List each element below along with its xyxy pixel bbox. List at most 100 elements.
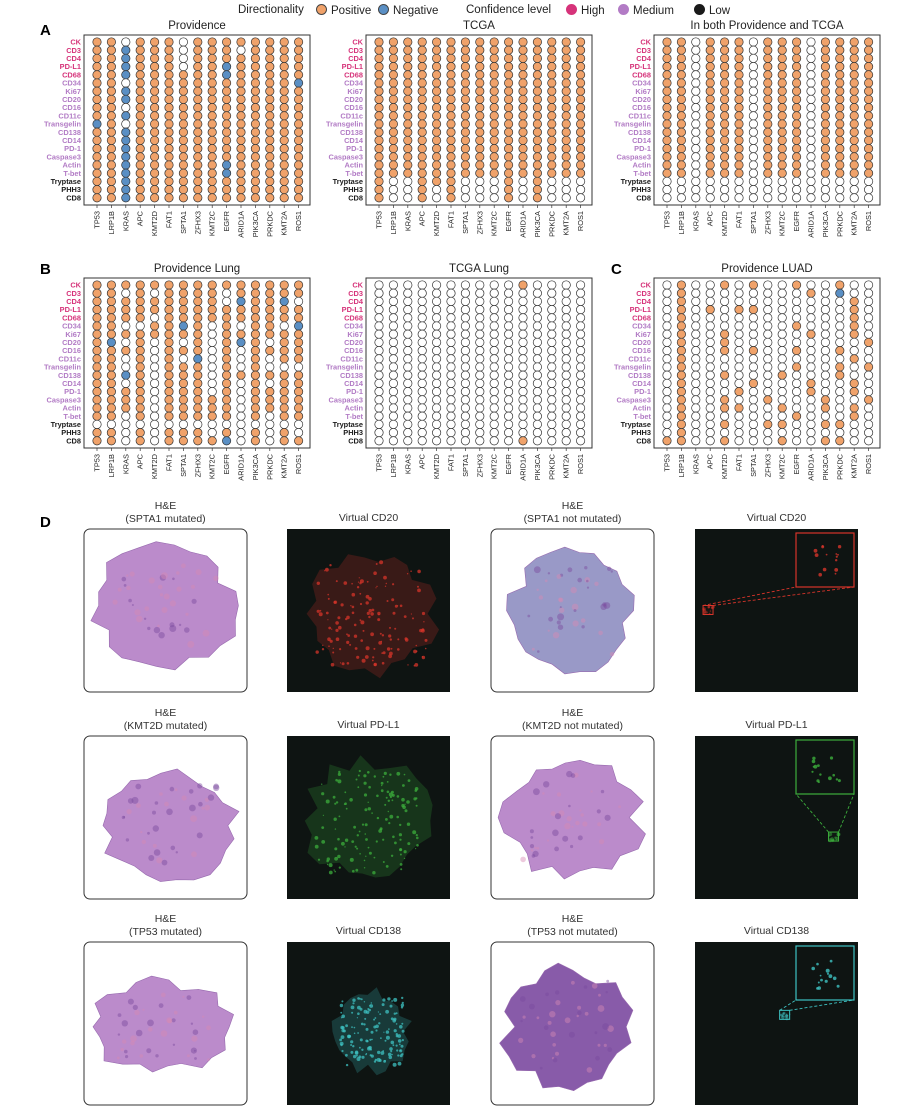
inset-speck [832,773,835,777]
dot-cell [460,152,470,162]
stain-speck [389,795,392,799]
tissue-texture [161,859,168,866]
stain-speck [421,611,426,616]
dot-cell [460,94,470,104]
stain-speck [318,612,323,617]
dot-cell [820,378,830,388]
marker-label: T-bet [63,412,81,421]
dot-cell [403,152,413,162]
dot-cell [121,354,131,364]
tissue-texture [207,1058,210,1062]
dot-cell [720,419,730,429]
stain-speck [401,1022,404,1025]
stain-speck [362,629,365,632]
dot-cell [748,321,758,331]
dot-cell [864,436,874,446]
dot-cell [460,346,470,356]
dot-cell [279,354,289,364]
dot-cell [446,387,456,397]
dot-cell [835,387,845,397]
dot-cell [748,403,758,413]
dot-cell [460,45,470,55]
dot-cell [403,436,413,446]
tissue-texture [172,577,175,581]
dot-cell [864,62,874,72]
gene-label: PIK3CA [533,454,542,480]
dot-cell [489,70,499,80]
dot-cell [576,296,586,306]
dot-cell [676,160,686,170]
marker-label: CD34 [344,322,364,331]
stain-speck [339,1041,344,1046]
dot-cell [164,411,174,421]
dot-cell [460,403,470,413]
dot-cell [207,362,217,372]
dot-cell [777,144,787,154]
dot-cell [576,378,586,388]
stain-speck [366,580,369,583]
dot-cell [150,152,160,162]
marker-label: CK [70,281,81,290]
dot-cell [489,62,499,72]
dot-cell [561,370,571,380]
marker-label: CK [352,38,363,47]
dot-cell [806,395,816,405]
dot-cell [460,305,470,315]
stain-speck [397,1039,402,1043]
heatmap-title: In both Providence and TCGA [690,20,844,32]
dot-cell [748,296,758,306]
dot-cell [250,37,260,47]
tissue-texture [580,618,586,623]
dot-cell [236,403,246,413]
stain-speck [347,1034,351,1039]
dot-cell [222,135,232,145]
stain-speck [346,633,348,636]
dot-cell [691,86,701,96]
dot-cell [135,176,145,186]
dot-cell [748,305,758,315]
stain-speck [321,648,325,651]
dot-cell [446,160,456,170]
dot-cell [150,403,160,413]
dot-cell [265,185,275,195]
dot-cell [164,419,174,429]
dot-cell [835,168,845,178]
dot-cell [236,185,246,195]
dot-cell [547,160,557,170]
dot-cell [777,280,787,290]
stain-speck [368,851,372,855]
stain-speck [361,1048,364,1052]
dot-cell [222,346,232,356]
dot-cell [207,62,217,72]
dot-cell [121,419,131,429]
dot-cell [236,111,246,121]
dot-cell [705,94,715,104]
dot-cell [705,280,715,290]
dot-cell [777,305,787,315]
stain-speck [322,814,324,817]
dot-cell [518,296,528,306]
dot-cell [279,94,289,104]
stain-speck [385,818,388,821]
dot-cell [446,111,456,121]
dot-cell [193,403,203,413]
gene-label: KMT2D [432,454,441,479]
dot-cell [417,337,427,347]
stain-speck [333,869,335,871]
dot-cell [806,313,816,323]
dot-cell [265,168,275,178]
stain-speck [390,1040,395,1045]
inset-speck [812,756,816,760]
tissue-texture [600,789,605,794]
tissue-texture [522,1015,526,1019]
dot-cell [691,78,701,88]
stain-speck [393,1017,397,1021]
marker-label: PD-1 [634,144,651,153]
dot-cell [446,395,456,405]
dot-cell [432,78,442,88]
dot-cell [532,94,542,104]
dot-cell [150,111,160,121]
dot-cell [763,111,773,121]
stain-speck [334,856,338,861]
stain-speck [341,841,345,846]
